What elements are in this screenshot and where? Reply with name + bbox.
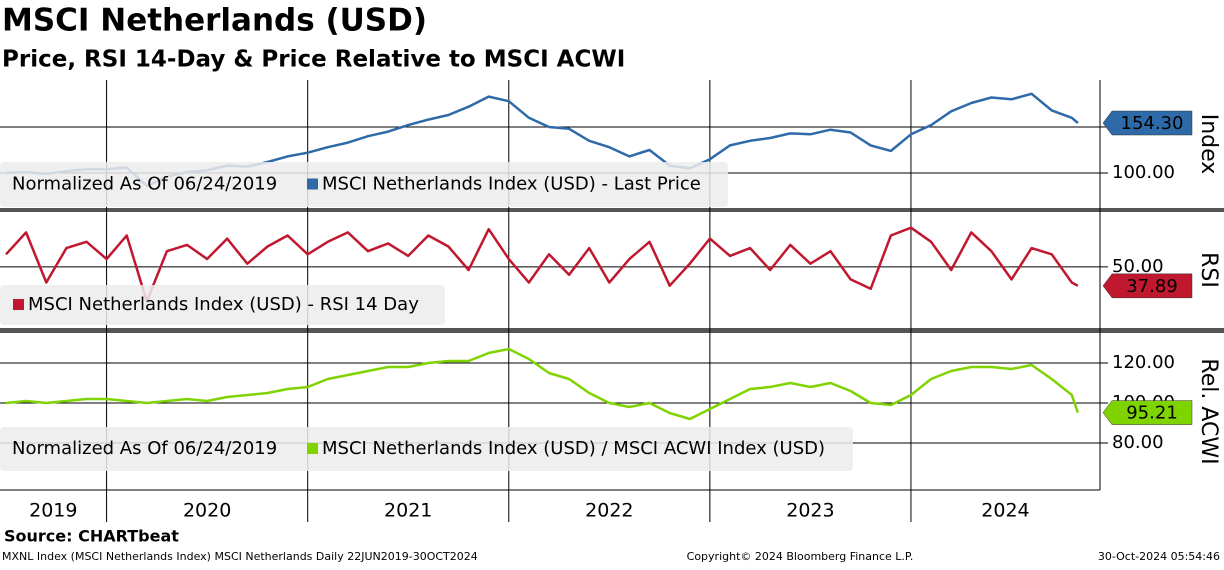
last-value-label: 154.30	[1121, 113, 1184, 134]
y-tick-label: 80.00	[1112, 432, 1164, 453]
legend-swatch	[13, 299, 24, 310]
legend-label: MSCI Netherlands Index (USD) / MSCI ACWI…	[322, 438, 825, 459]
x-tick-label: 2022	[585, 500, 633, 522]
panel-divider	[0, 328, 1224, 333]
legend-swatch	[307, 178, 318, 190]
x-tick-label: 2024	[981, 500, 1029, 522]
chart-subtitle: Price, RSI 14-Day & Price Relative to MS…	[2, 47, 625, 73]
legend-label: MSCI Netherlands Index (USD) - RSI 14 Da…	[28, 294, 419, 315]
axis-title: Index	[1196, 114, 1221, 175]
legend-box	[0, 162, 728, 207]
y-tick-label: 50.00	[1112, 256, 1164, 277]
last-value-tag	[1102, 273, 1193, 299]
series-line	[5, 226, 1079, 303]
x-tick-label: 2021	[384, 500, 432, 522]
x-tick-label: 2020	[183, 500, 231, 522]
footer: 30-Oct-2024 05:54:46	[1098, 550, 1220, 563]
last-value-label: 37.89	[1126, 276, 1178, 297]
legend-swatch	[307, 443, 318, 454]
legend-box	[0, 285, 445, 325]
y-tick-label: 100.00	[1112, 162, 1175, 183]
chart-title: MSCI Netherlands (USD)	[2, 3, 427, 39]
legend-note: Normalized As Of 06/24/2019	[12, 174, 277, 195]
footer: MXNL Index (MSCI Netherlands Index) MSCI…	[2, 550, 478, 563]
axis-title: Rel. ACWI	[1196, 358, 1221, 464]
panel-divider	[0, 208, 1224, 212]
axis-title: RSI	[1196, 252, 1221, 288]
last-value-tag	[1102, 400, 1193, 425]
x-tick-label: 2023	[786, 500, 834, 522]
legend-box	[0, 427, 853, 471]
y-tick-label: 120.00	[1112, 352, 1175, 373]
source: Source: CHARTbeat	[4, 527, 179, 546]
series-line	[5, 347, 1080, 421]
last-value-label: 95.21	[1126, 403, 1178, 424]
legend-label: MSCI Netherlands Index (USD) - Last Pric…	[322, 174, 701, 195]
footer: Copyright© 2024 Bloomberg Finance L.P.	[687, 550, 914, 563]
legend-note: Normalized As Of 06/24/2019	[12, 438, 277, 459]
last-value-tag	[1102, 110, 1193, 136]
x-tick-label: 2019	[29, 500, 77, 522]
